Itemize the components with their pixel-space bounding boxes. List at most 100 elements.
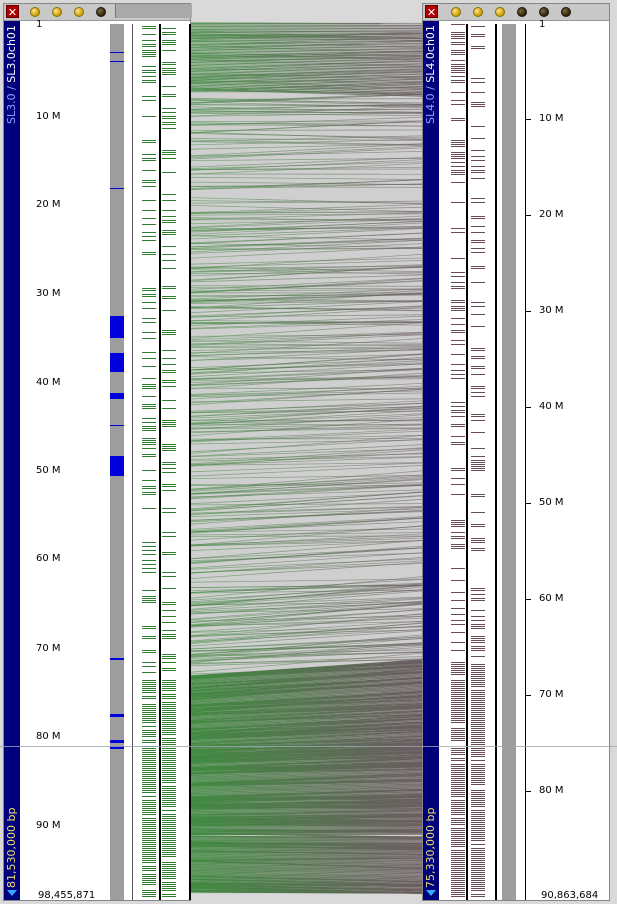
gap-block bbox=[110, 353, 124, 372]
feature-mark bbox=[142, 480, 156, 481]
synteny-link bbox=[190, 676, 423, 693]
feature-mark bbox=[142, 590, 156, 591]
left-sidebar[interactable]: SL3.0 / SL3.0ch01 81,530,000 bp bbox=[4, 21, 20, 900]
feature-mark bbox=[451, 868, 465, 869]
feature-mark bbox=[471, 820, 485, 821]
synteny-link bbox=[190, 722, 423, 735]
feature-mark bbox=[142, 628, 156, 629]
feature-mark bbox=[451, 80, 465, 81]
feature-mark bbox=[162, 818, 176, 819]
control-dot-icon[interactable] bbox=[52, 7, 62, 17]
feature-mark bbox=[451, 286, 465, 287]
feature-mark bbox=[471, 156, 485, 157]
feature-mark bbox=[471, 830, 485, 831]
synteny-link bbox=[190, 766, 423, 774]
control-dot-icon[interactable] bbox=[96, 7, 106, 17]
feature-mark bbox=[142, 428, 156, 429]
feature-mark bbox=[162, 232, 176, 233]
feature-mark bbox=[162, 260, 176, 261]
synteny-link bbox=[190, 859, 423, 863]
synteny-link bbox=[190, 823, 423, 826]
feature-mark bbox=[142, 440, 156, 441]
feature-mark bbox=[162, 744, 176, 745]
close-icon[interactable]: ✕ bbox=[6, 5, 19, 19]
feature-mark bbox=[142, 692, 156, 693]
feature-mark bbox=[142, 80, 156, 81]
synteny-link bbox=[190, 74, 423, 81]
control-dot-icon[interactable] bbox=[74, 7, 84, 17]
control-dot-icon[interactable] bbox=[473, 7, 483, 17]
feature-mark bbox=[471, 816, 485, 817]
feature-mark bbox=[451, 770, 465, 771]
feature-mark bbox=[451, 708, 465, 709]
synteny-link bbox=[190, 881, 423, 888]
synteny-link bbox=[190, 110, 423, 114]
feature-mark bbox=[451, 34, 465, 35]
synteny-link bbox=[190, 660, 423, 678]
feature-mark bbox=[471, 844, 485, 845]
triangle-down-icon[interactable] bbox=[7, 890, 17, 896]
synteny-link bbox=[190, 868, 423, 874]
synteny-link bbox=[190, 745, 423, 755]
feature-mark bbox=[162, 738, 176, 739]
feature-mark bbox=[451, 750, 465, 751]
synteny-link bbox=[190, 861, 423, 866]
control-dot-icon[interactable] bbox=[539, 7, 549, 17]
feature-mark bbox=[451, 650, 465, 651]
feature-mark bbox=[162, 702, 176, 703]
synteny-link bbox=[190, 462, 423, 473]
feature-mark bbox=[451, 614, 465, 615]
gap-block bbox=[110, 740, 124, 743]
synteny-link bbox=[190, 38, 423, 41]
control-dot-icon[interactable] bbox=[495, 7, 505, 17]
triangle-down-icon[interactable] bbox=[426, 890, 436, 896]
feature-mark bbox=[142, 636, 156, 637]
feature-mark bbox=[451, 664, 465, 665]
feature-mark bbox=[451, 424, 465, 425]
feature-mark bbox=[162, 830, 176, 831]
feature-mark bbox=[451, 532, 465, 533]
synteny-link bbox=[190, 36, 423, 39]
synteny-link bbox=[190, 321, 423, 325]
control-dot-icon[interactable] bbox=[517, 7, 527, 17]
feature-mark bbox=[162, 800, 176, 801]
feature-mark bbox=[451, 704, 465, 705]
synteny-link bbox=[190, 644, 423, 658]
feature-mark bbox=[142, 406, 156, 407]
close-icon[interactable]: ✕ bbox=[425, 5, 438, 19]
feature-mark bbox=[142, 596, 156, 597]
feature-mark bbox=[142, 70, 156, 71]
synteny-link bbox=[190, 642, 423, 652]
synteny-link bbox=[190, 410, 423, 413]
feature-mark bbox=[142, 790, 156, 791]
feature-mark bbox=[142, 290, 156, 291]
feature-mark bbox=[451, 50, 465, 51]
synteny-link bbox=[190, 444, 423, 457]
synteny-link bbox=[190, 778, 423, 785]
feature-mark bbox=[451, 894, 465, 895]
feature-mark bbox=[451, 406, 465, 407]
feature-mark bbox=[471, 26, 485, 27]
right-track-panel: ✕ SL4.0 / SL4.0ch01 75,330,000 bp 1 10 M… bbox=[422, 3, 610, 901]
feature-mark bbox=[162, 726, 176, 727]
feature-mark bbox=[451, 70, 465, 71]
feature-mark bbox=[471, 36, 485, 37]
feature-mark bbox=[471, 838, 485, 839]
feature-mark bbox=[162, 94, 176, 95]
feature-mark bbox=[451, 690, 465, 691]
right-sidebar[interactable]: SL4.0 / SL4.0ch01 75,330,000 bp bbox=[423, 21, 439, 900]
feature-mark bbox=[162, 62, 176, 63]
control-dot-icon[interactable] bbox=[561, 7, 571, 17]
synteny-link bbox=[190, 804, 423, 809]
feature-mark bbox=[471, 620, 485, 621]
right-titlebar: ✕ bbox=[423, 4, 609, 21]
left-axis-label: 30 M bbox=[36, 288, 61, 299]
synteny-link bbox=[190, 274, 423, 283]
control-dot-icon[interactable] bbox=[30, 7, 40, 17]
synteny-link bbox=[190, 787, 423, 793]
control-dot-icon[interactable] bbox=[451, 7, 461, 17]
feature-mark bbox=[142, 296, 156, 297]
synteny-link bbox=[190, 315, 423, 326]
feature-mark bbox=[142, 34, 156, 35]
